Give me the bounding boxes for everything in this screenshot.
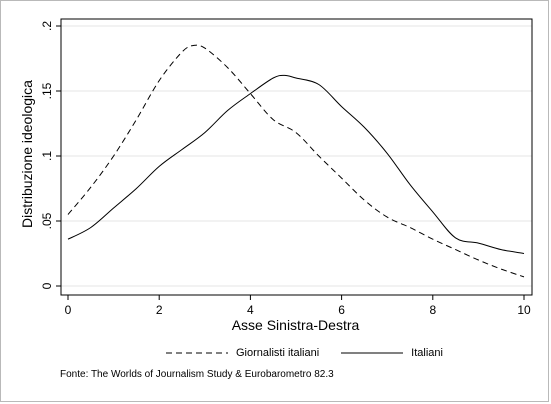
series-line-giornalisti <box>67 44 525 278</box>
x-tick-label-1: 2 <box>156 303 163 317</box>
y-tick-label-1: .05 <box>40 212 54 229</box>
x-tick-label-2: 4 <box>247 303 254 317</box>
x-tick-label-0: 0 <box>65 303 72 317</box>
legend-item-giornalisti: Giornalisti italiani <box>166 347 319 359</box>
y-tick-label-2: .1 <box>40 151 54 161</box>
plot-area-border <box>60 18 533 296</box>
y-tick-label-3: .15 <box>40 82 54 99</box>
source-note: Fonte: The Worlds of Journalism Study & … <box>60 369 334 380</box>
x-axis-label: Asse Sinistra-Destra <box>232 317 360 333</box>
y-axis-label: Distribuzione ideologica <box>19 80 35 228</box>
legend-label-italiani: Italiani <box>411 347 443 359</box>
series-line-italiani <box>67 74 525 254</box>
x-tick-label-3: 6 <box>338 303 345 317</box>
x-tick-label-4: 8 <box>429 303 436 317</box>
x-tick-label-5: 10 <box>517 303 531 317</box>
legend-item-italiani: Italiani <box>341 347 443 359</box>
y-tick-label-0: 0 <box>40 282 54 289</box>
legend-dashed-line-swatch <box>166 352 228 354</box>
legend-label-giornalisti: Giornalisti italiani <box>236 347 320 359</box>
legend: Giornalisti italiani Italiani <box>166 343 465 363</box>
legend-solid-line-swatch <box>341 352 404 354</box>
y-tick-label-4: .2 <box>40 21 54 31</box>
